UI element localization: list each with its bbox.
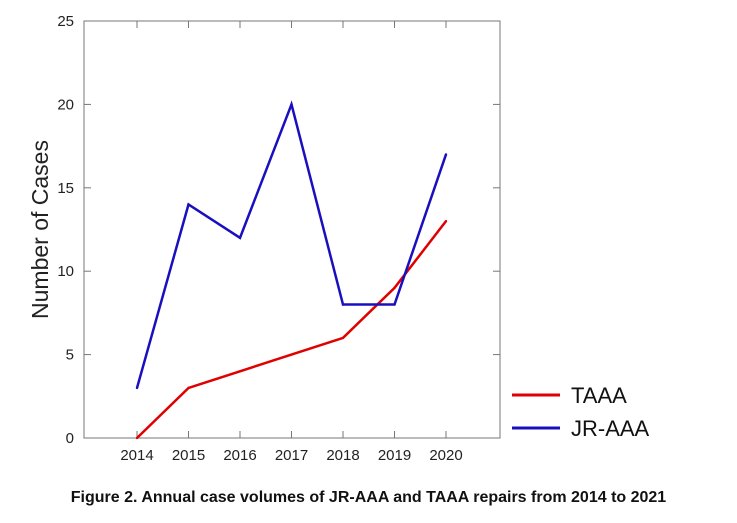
data-point [290,103,293,106]
data-point [238,370,242,373]
data-point [238,236,242,240]
x-axis: 2014 2015 2016 2017 2018 2019 2020 [120,21,463,464]
data-point [290,353,293,356]
legend-label: JR-AAA [571,416,650,441]
data-point [135,386,139,390]
series-line-taaa [136,220,447,439]
legend-label: TAAA [571,383,627,408]
data-point [444,153,448,156]
series-lines [135,100,448,440]
x-tick-label: 2015 [172,447,205,464]
y-axis-title: Number of Cases [27,140,53,319]
y-tick-label: 20 [57,96,74,113]
figure-caption: Figure 2. Annual case volumes of JR-AAA … [70,489,667,506]
y-tick-label: 15 [57,180,74,197]
y-axis: 0 5 10 15 20 25 [57,13,500,447]
x-tick-label: 2014 [120,447,153,464]
data-point [444,219,448,223]
data-point [187,386,190,390]
x-tick-label: 2018 [326,447,359,464]
data-point [341,303,345,306]
x-tick-label: 2019 [378,447,411,464]
x-tick-label: 2020 [429,447,462,464]
y-tick-label: 0 [66,430,74,447]
x-tick-label: 2016 [223,447,256,464]
data-point [187,203,190,206]
series-line-jr-aaa [135,100,448,389]
y-tick-label: 10 [57,263,74,280]
data-point [341,336,345,340]
data-point [393,286,396,290]
x-tick-label: 2017 [275,447,308,464]
data-point [393,303,396,306]
y-tick-label: 5 [66,347,74,364]
y-tick-label: 25 [57,13,74,30]
plot-frame [83,20,501,439]
data-point [135,436,139,440]
legend: TAAA JR-AAA [512,383,650,441]
